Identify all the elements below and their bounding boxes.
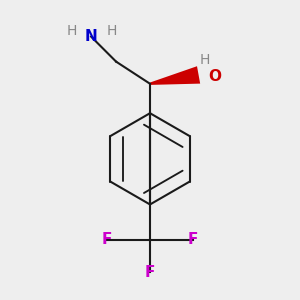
Text: H: H <box>199 53 210 67</box>
Text: F: F <box>102 232 112 247</box>
Text: N: N <box>85 29 98 44</box>
Polygon shape <box>150 66 200 85</box>
Text: O: O <box>208 69 221 84</box>
Text: H: H <box>67 24 77 38</box>
Text: F: F <box>145 265 155 280</box>
Text: F: F <box>188 232 198 247</box>
Text: H: H <box>106 24 117 38</box>
